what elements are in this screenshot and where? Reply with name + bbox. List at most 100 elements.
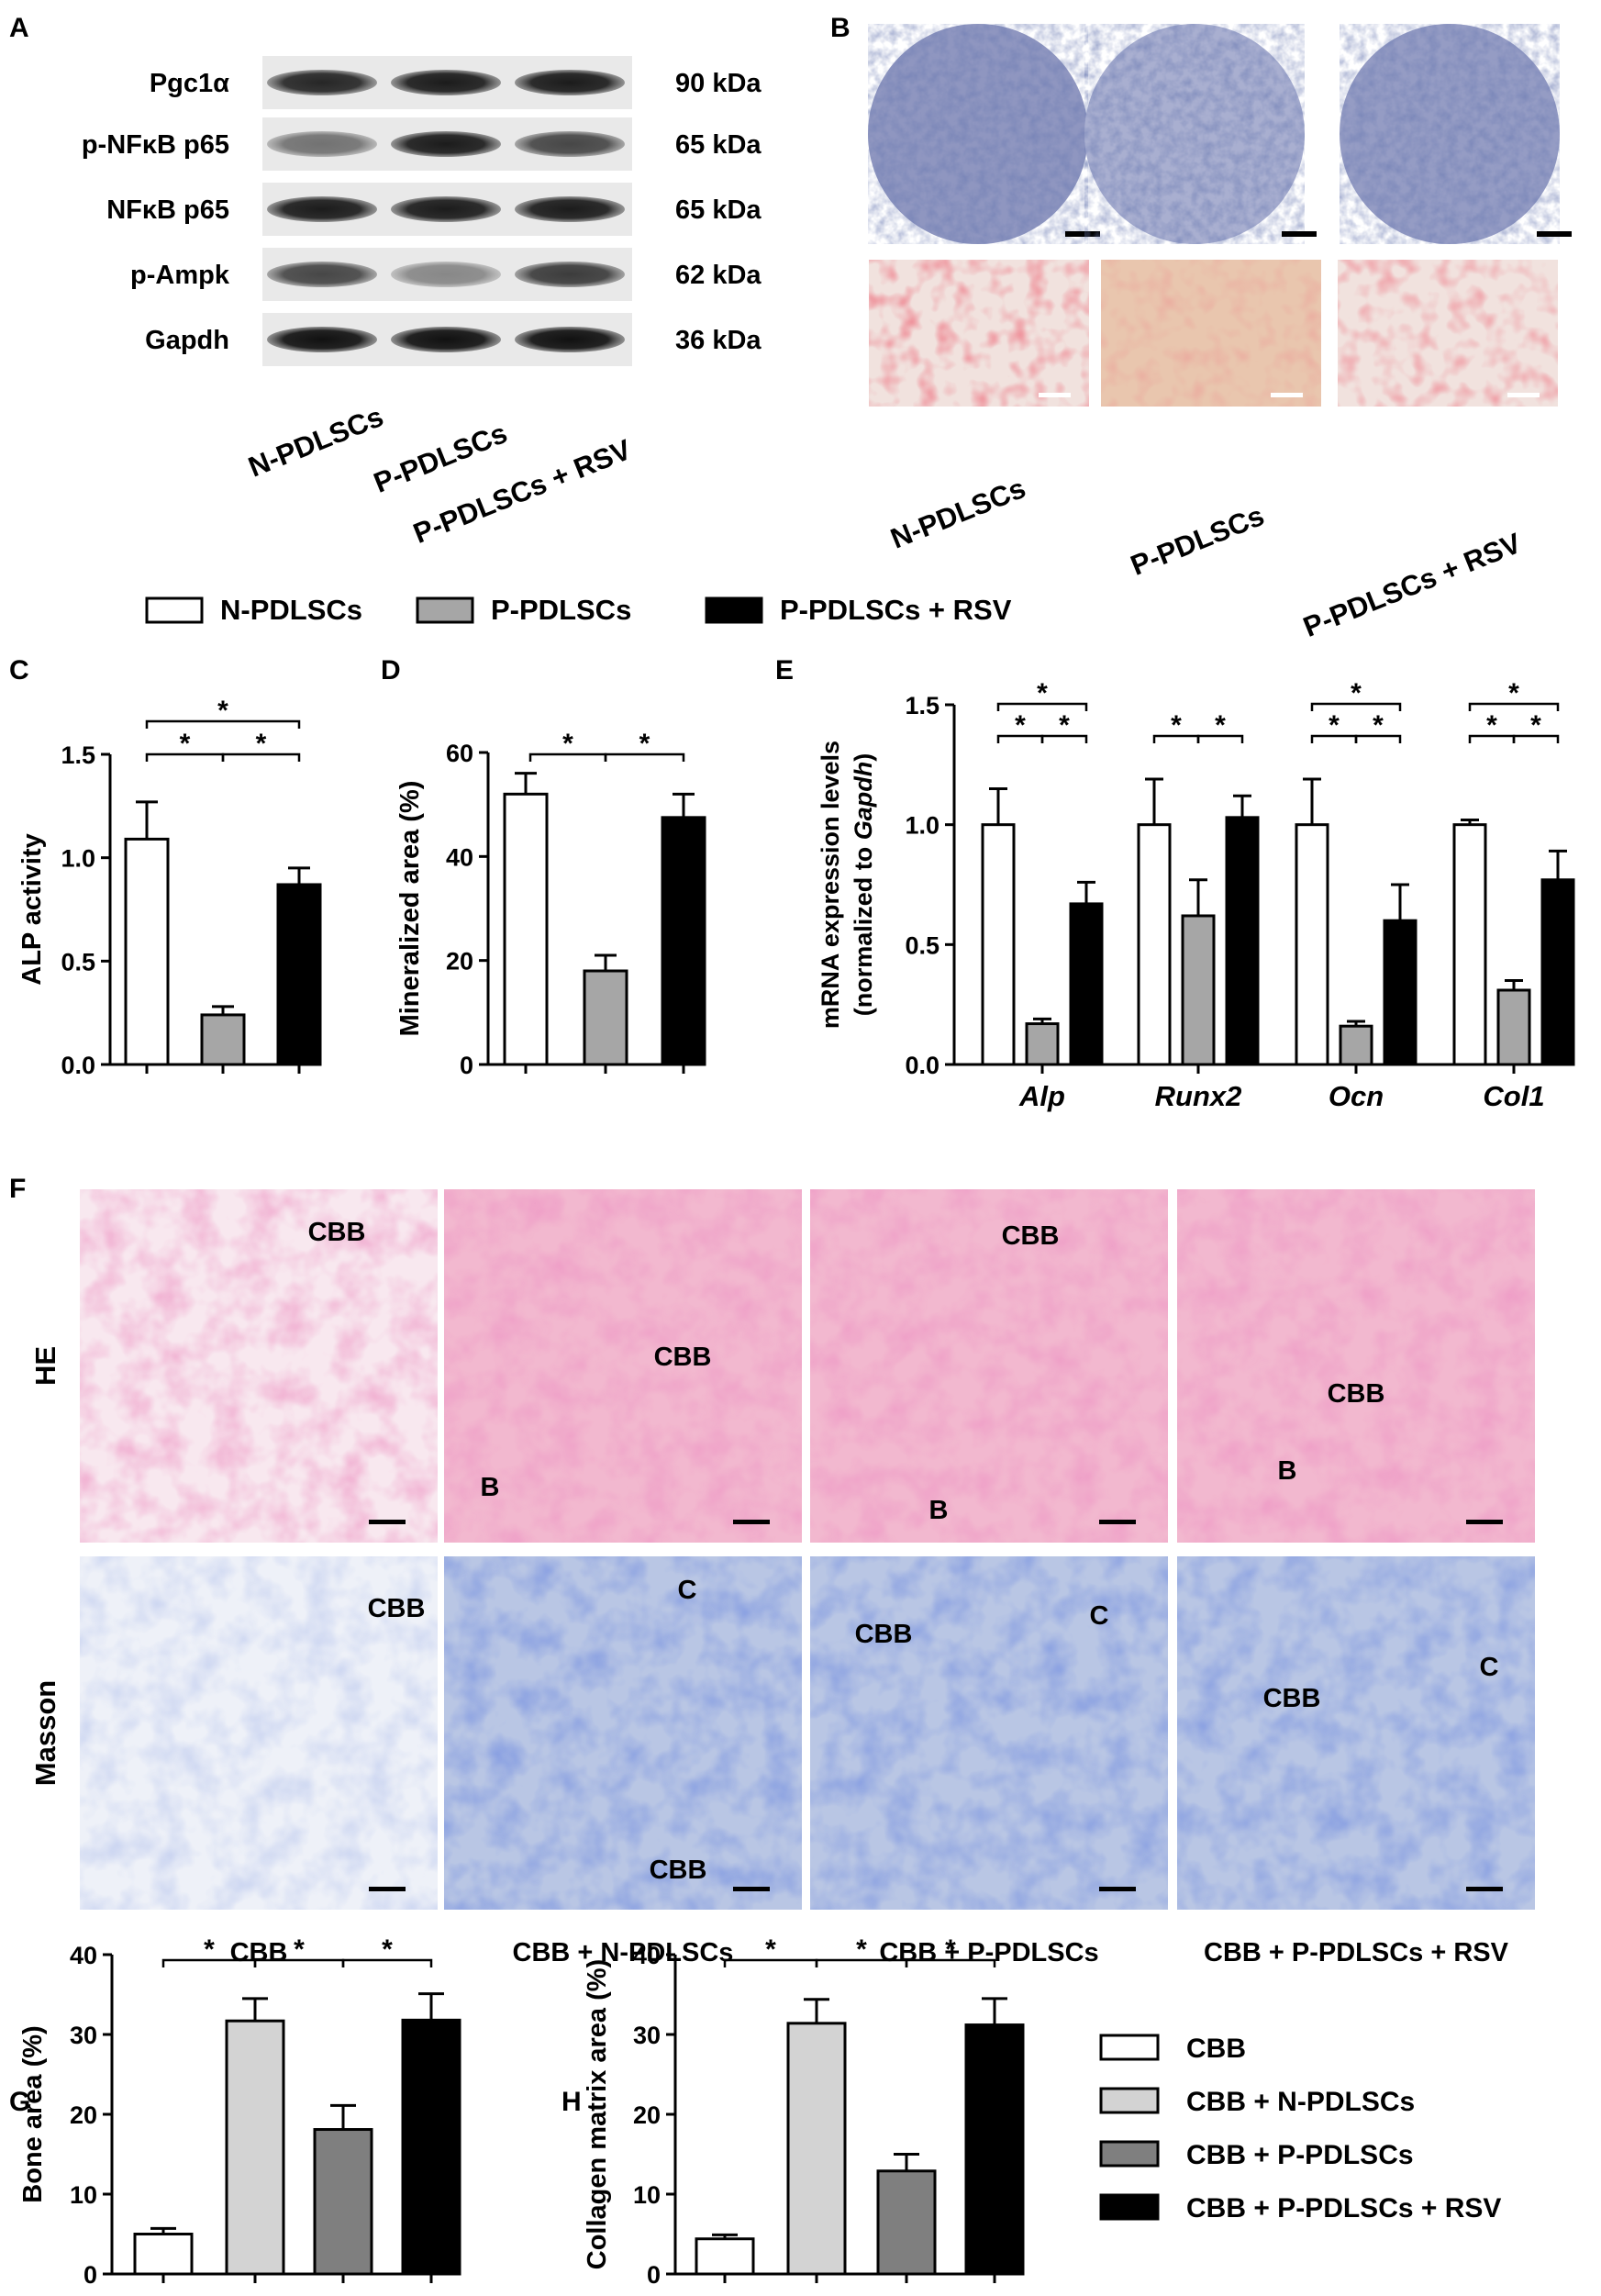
- y-tick-label: 60: [446, 740, 473, 767]
- y-axis-label: Bone area (%): [18, 2025, 48, 2202]
- bar: [1383, 919, 1418, 1066]
- y-tick-label: 1.0: [61, 845, 95, 873]
- legend-label: CBB + P-PDLSCs: [1186, 2140, 1414, 2170]
- y-tick-label: 40: [70, 1942, 97, 1969]
- y-tick-label: 0: [460, 1052, 473, 1079]
- y-axis-label: Mineralized area (%): [395, 781, 425, 1037]
- blot-protein-label: Pgc1α: [150, 69, 229, 98]
- ars-image-stain: [869, 260, 1089, 407]
- he-structure-label: CBB: [1328, 1379, 1385, 1409]
- significance-star: *: [1486, 710, 1497, 741]
- significance-star: *: [1508, 678, 1519, 708]
- y-tick-label: 0: [647, 2261, 661, 2289]
- significance-star: *: [1351, 678, 1362, 708]
- bar: [786, 2022, 847, 2276]
- scale-bar: [1282, 231, 1317, 237]
- y-axis-label-gene: Gapdh: [850, 762, 877, 841]
- bar: [124, 837, 170, 1066]
- scale-bar: [1537, 231, 1572, 237]
- masson-structure-label: CBB: [650, 1856, 707, 1885]
- significance-star: *: [765, 1934, 776, 1965]
- blot-weight-label: 65 kDa: [675, 130, 762, 160]
- scale-bar: [1507, 393, 1540, 397]
- significance-star: *: [945, 1934, 956, 1965]
- staining-group-label: N-PDLSCs: [886, 472, 1030, 555]
- x-tick-label: Alp: [1018, 1080, 1065, 1112]
- blot-band: [391, 262, 501, 287]
- significance-star: *: [1329, 710, 1340, 741]
- scale-bar: [733, 1887, 770, 1891]
- masson-image-texture: [80, 1556, 438, 1910]
- bar: [661, 816, 706, 1066]
- staining-group-label: P-PDLSCs: [1126, 499, 1268, 582]
- y-axis-label-part: (normalized to: [850, 840, 877, 1016]
- alp-dish-texture: [1340, 24, 1560, 244]
- legend-label: P-PDLSCs + RSV: [780, 594, 1012, 626]
- significance-bracket: [221, 752, 301, 762]
- y-tick-label: 0: [83, 2261, 97, 2289]
- significance-star: *: [856, 1934, 867, 1965]
- legend-swatch: [705, 596, 763, 624]
- histology-column-label: CBB + N-PDLSCs: [513, 1938, 734, 1967]
- panel-letter-g: G: [9, 2087, 30, 2117]
- blot-band: [391, 70, 501, 95]
- legend-swatch: [145, 596, 204, 624]
- panel-letter-c: C: [9, 655, 29, 685]
- significance-bracket: [1468, 702, 1560, 711]
- significance-star: *: [217, 696, 228, 726]
- ars-image-stain: [1101, 260, 1321, 407]
- scale-bar: [369, 1887, 406, 1891]
- alp-dish-texture: [868, 24, 1088, 244]
- panel-a-western-blot: A Pgc1α 90 kDa p-NFκB p65 65 kDa NFκB p65 65 k…: [9, 13, 762, 550]
- bar: [1496, 988, 1531, 1066]
- histology-column-label: CBB + P-PDLSCs: [879, 1938, 1098, 1967]
- y-tick-label: 40: [633, 1942, 661, 1969]
- y-axis-label: ALP activity: [17, 833, 47, 985]
- he-structure-label: B: [481, 1473, 500, 1502]
- significance-star: *: [639, 729, 650, 759]
- he-structure-label: CBB: [654, 1343, 712, 1372]
- significance-bracket: [996, 702, 1088, 711]
- bar: [1540, 878, 1575, 1066]
- legend-swatch: [1099, 2034, 1160, 2061]
- panel-letter-d: D: [381, 655, 401, 685]
- significance-star: *: [1530, 710, 1541, 741]
- legend-label: CBB + P-PDLSCs + RSV: [1186, 2193, 1501, 2224]
- blot-lane-label: N-PDLSCs: [244, 400, 388, 484]
- legend-swatch: [416, 596, 474, 624]
- bar: [876, 2169, 937, 2276]
- significance-star: *: [382, 1934, 393, 1965]
- he-structure-label: CBB: [308, 1218, 366, 1247]
- bar: [225, 2019, 285, 2276]
- y-tick-label: 1.5: [905, 692, 939, 719]
- bar: [1181, 914, 1216, 1066]
- bar-charts: C 0.0 0.5 1.0 1.5 ALP activity * * * D 0 20 40 60 Mine…: [9, 655, 1575, 2289]
- significance-star: *: [1059, 710, 1070, 741]
- bar: [1069, 902, 1104, 1066]
- y-axis-label: mRNA expression levels: [817, 741, 844, 1029]
- chart-C: 0.0 0.5 1.0 1.5 ALP activity * * *: [17, 696, 322, 1079]
- panel-b-staining: B N-PDLSCs P-PDLSCs P-PDLSCs + RSV: [830, 13, 1572, 643]
- bar: [503, 792, 549, 1066]
- y-tick-label: 30: [70, 2022, 97, 2049]
- scale-bar: [1039, 393, 1071, 397]
- bar: [1137, 823, 1172, 1066]
- bar: [1025, 1022, 1060, 1066]
- chart-D: 0 20 40 60 Mineralized area (%) * *: [395, 729, 706, 1079]
- blot-protein-label: p-NFκB p65: [82, 130, 229, 160]
- significance-star: *: [562, 729, 573, 759]
- he-image-texture: [810, 1189, 1168, 1543]
- legend-label: N-PDLSCs: [220, 594, 362, 626]
- significance-bracket: [905, 1958, 996, 1967]
- bar: [401, 2018, 461, 2276]
- masson-image-texture: [810, 1556, 1168, 1910]
- bar: [583, 969, 628, 1066]
- y-axis-label: (normalized to Gapdh): [850, 753, 877, 1017]
- significance-bracket: [604, 752, 685, 762]
- he-image-texture: [1177, 1189, 1535, 1543]
- significance-star: *: [180, 729, 191, 759]
- panel-letter-e: E: [775, 655, 794, 685]
- histology-column-label: CBB + P-PDLSCs + RSV: [1204, 1938, 1509, 1967]
